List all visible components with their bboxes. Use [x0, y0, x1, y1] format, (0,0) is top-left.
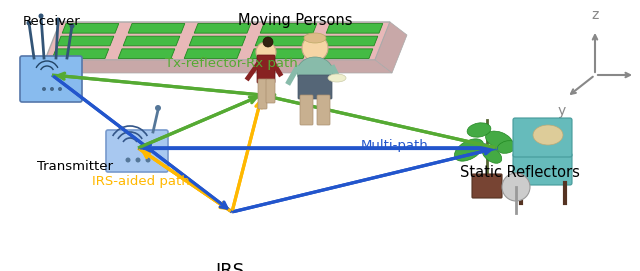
FancyBboxPatch shape: [513, 153, 572, 185]
Text: y: y: [558, 104, 566, 118]
Circle shape: [136, 157, 141, 163]
Polygon shape: [124, 36, 180, 46]
Polygon shape: [57, 36, 114, 46]
Text: IRS: IRS: [216, 262, 244, 271]
Polygon shape: [118, 49, 175, 59]
Polygon shape: [250, 49, 307, 59]
Polygon shape: [184, 49, 241, 59]
Polygon shape: [45, 22, 390, 60]
Ellipse shape: [483, 147, 502, 163]
Ellipse shape: [454, 139, 484, 161]
Circle shape: [26, 21, 31, 25]
Circle shape: [50, 87, 54, 91]
Polygon shape: [52, 49, 109, 59]
FancyBboxPatch shape: [258, 79, 267, 109]
Polygon shape: [45, 60, 392, 73]
Polygon shape: [189, 36, 246, 46]
Circle shape: [70, 24, 74, 28]
Text: IRS-aided path: IRS-aided path: [92, 176, 189, 189]
FancyBboxPatch shape: [472, 174, 502, 198]
Ellipse shape: [297, 57, 333, 87]
Ellipse shape: [304, 33, 326, 43]
FancyBboxPatch shape: [20, 56, 82, 102]
Polygon shape: [62, 24, 119, 33]
Text: Static Reflectors: Static Reflectors: [460, 165, 580, 180]
FancyBboxPatch shape: [300, 95, 313, 125]
Polygon shape: [260, 24, 317, 33]
Ellipse shape: [467, 123, 491, 137]
Ellipse shape: [486, 131, 513, 149]
Polygon shape: [316, 49, 372, 59]
Circle shape: [125, 157, 131, 163]
Circle shape: [155, 105, 161, 111]
Text: Tx-reflector-Rx path: Tx-reflector-Rx path: [165, 57, 298, 70]
FancyBboxPatch shape: [317, 95, 330, 125]
Circle shape: [145, 157, 150, 163]
Text: Multi-path: Multi-path: [361, 139, 429, 152]
Circle shape: [38, 14, 44, 18]
FancyBboxPatch shape: [106, 130, 168, 172]
Polygon shape: [375, 22, 407, 73]
Circle shape: [256, 42, 276, 62]
Ellipse shape: [328, 74, 346, 82]
FancyBboxPatch shape: [298, 75, 332, 99]
FancyBboxPatch shape: [266, 79, 275, 103]
Circle shape: [42, 87, 46, 91]
Circle shape: [58, 87, 62, 91]
Text: Receiver: Receiver: [23, 15, 81, 28]
Circle shape: [302, 35, 328, 61]
Circle shape: [263, 37, 273, 47]
Ellipse shape: [497, 141, 516, 153]
Polygon shape: [194, 24, 251, 33]
Polygon shape: [321, 36, 378, 46]
Text: z: z: [591, 8, 598, 22]
Ellipse shape: [533, 125, 563, 145]
Circle shape: [56, 18, 61, 22]
Polygon shape: [326, 24, 383, 33]
FancyBboxPatch shape: [257, 55, 275, 83]
Text: Transmitter: Transmitter: [37, 160, 113, 173]
Circle shape: [502, 173, 530, 201]
Polygon shape: [128, 24, 185, 33]
FancyBboxPatch shape: [513, 118, 572, 157]
Text: Moving Persons: Moving Persons: [237, 13, 352, 28]
Polygon shape: [255, 36, 312, 46]
